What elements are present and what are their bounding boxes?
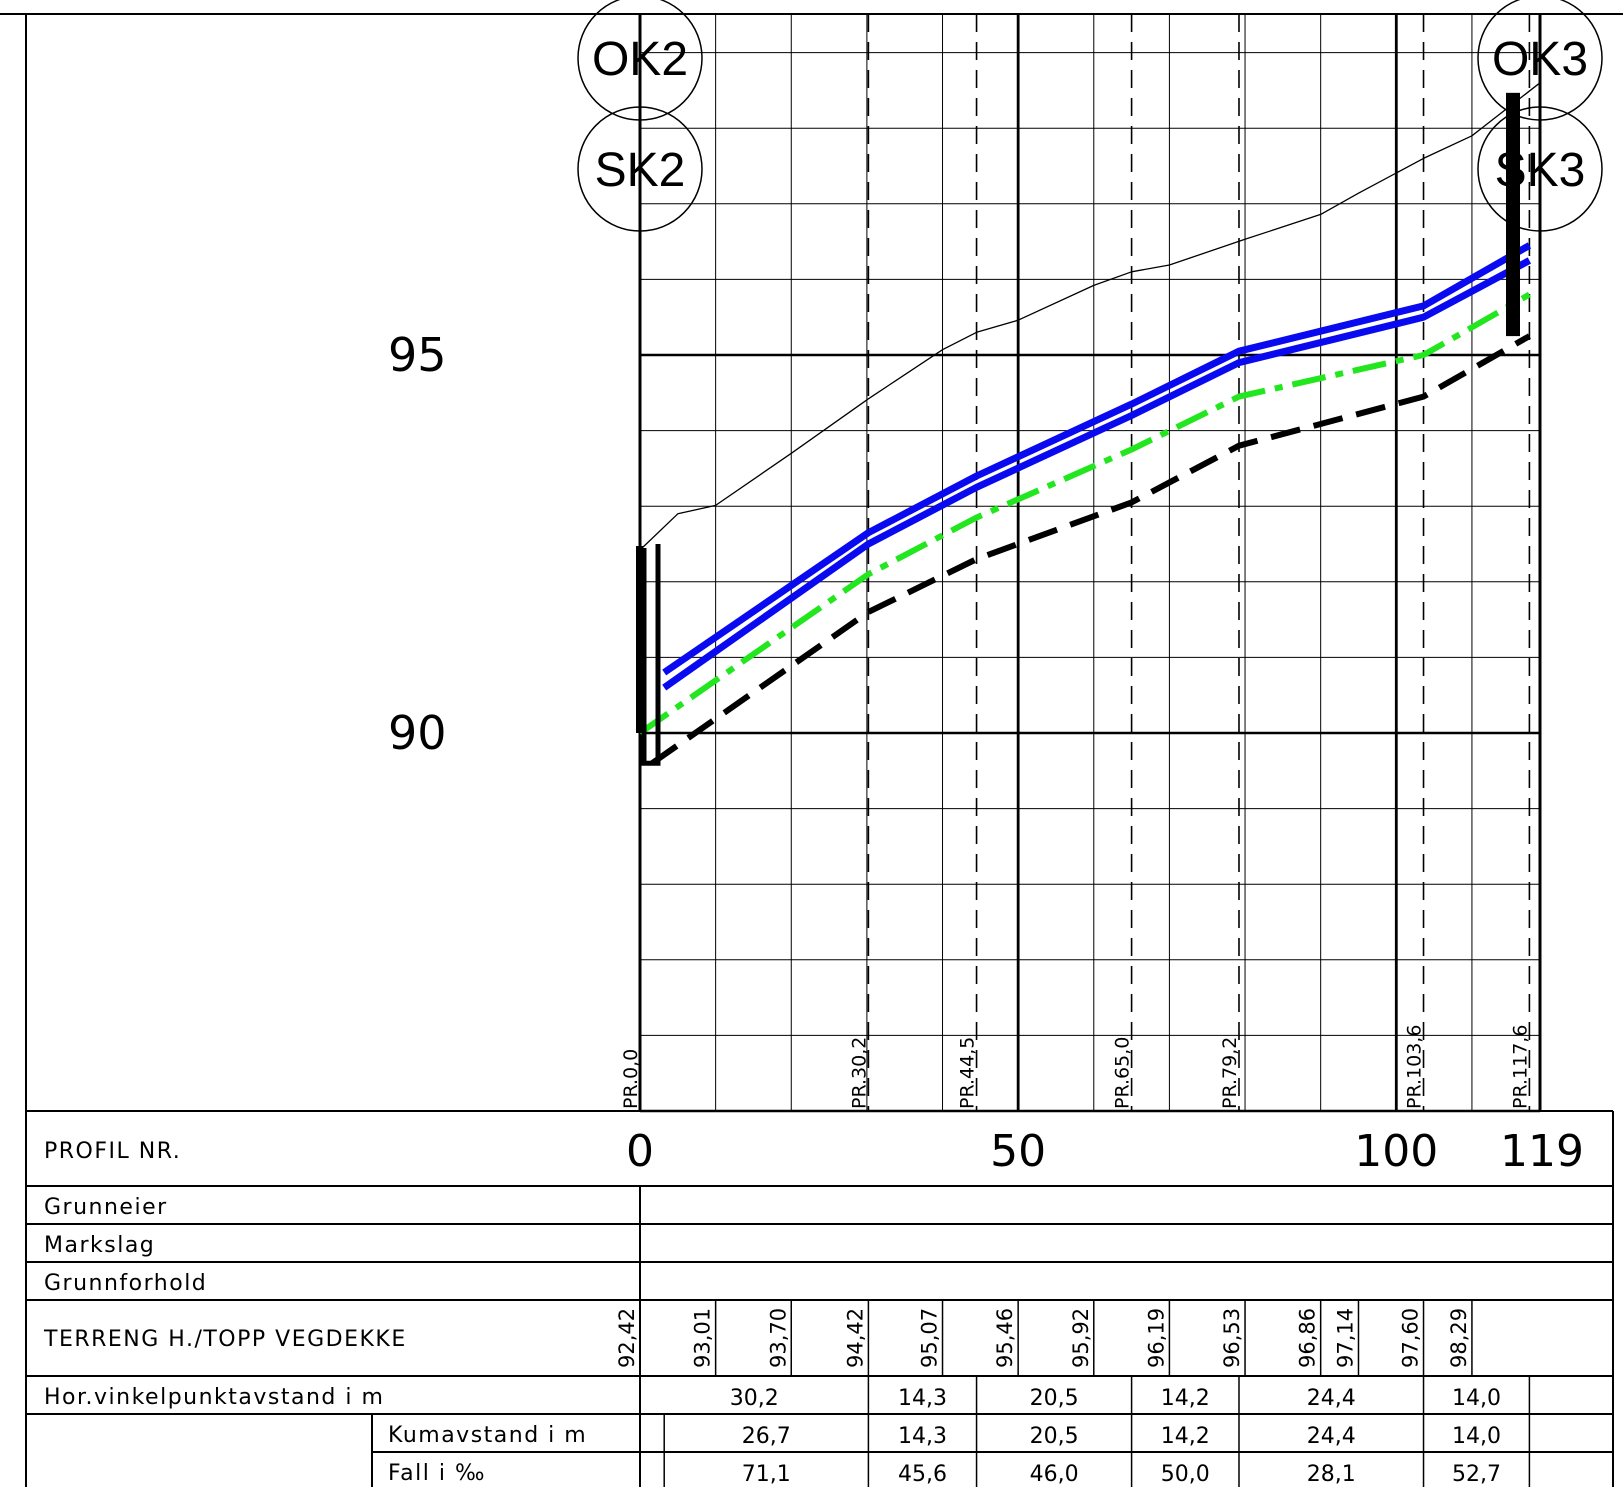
x-tick-label: 119	[1500, 1126, 1584, 1177]
hor-value: 14,2	[1161, 1386, 1210, 1411]
terrain-value: 96,19	[1144, 1308, 1168, 1368]
series-blue-solid	[662, 242, 1532, 676]
manhole-circle	[1477, 106, 1603, 232]
kum-value: 24,4	[1307, 1424, 1356, 1449]
terrain-value: 97,60	[1399, 1308, 1423, 1368]
series-blue-solid	[662, 257, 1532, 691]
fall-label: Fall i ‰	[388, 1461, 486, 1486]
terrain-value: 93,01	[691, 1308, 715, 1368]
x-tick-label: 100	[1354, 1126, 1438, 1177]
fall-value: 71,1	[742, 1462, 791, 1487]
table-row-label: Markslag	[44, 1233, 155, 1258]
manhole-well-start	[641, 544, 661, 766]
manhole-label: OK2	[592, 33, 688, 86]
terrain-value: 95,92	[1069, 1308, 1093, 1368]
x-tick-label: 50	[990, 1126, 1046, 1177]
terrain-value: 92,42	[615, 1308, 639, 1368]
kum-label: Kumavstand i m	[388, 1423, 587, 1448]
manhole-bar-start	[636, 546, 643, 733]
terrain-value: 94,42	[843, 1308, 867, 1368]
hor-value: 20,5	[1030, 1386, 1079, 1411]
kum-value: 14,3	[898, 1424, 947, 1449]
hor-value: 14,3	[898, 1386, 947, 1411]
kum-value: 20,5	[1030, 1424, 1079, 1449]
manhole-circle	[1477, 0, 1603, 121]
manhole-label: SK2	[595, 144, 686, 197]
station-label: PR.79,2	[1219, 1037, 1241, 1109]
station-label: PR.30,2	[848, 1037, 870, 1109]
manhole-label: OK3	[1492, 33, 1588, 86]
drawing-frame	[0, 13, 1623, 1487]
series-layer	[636, 82, 1541, 766]
marks-layer: PR.0,0 PR.30,2 PR.44,5 PR.65,0 PR.79,2 PR.103…	[388, 0, 1603, 1177]
terrain-value: 97,14	[1333, 1308, 1357, 1368]
terrain-value: 96,53	[1220, 1308, 1244, 1368]
terrain-value: 95,07	[918, 1308, 942, 1368]
fall-value: 52,7	[1452, 1462, 1501, 1487]
series-green-dashdot	[638, 291, 1531, 736]
fall-value: 45,6	[898, 1462, 947, 1487]
table-row-label: Grunnforhold	[44, 1271, 207, 1296]
series-black-dashed	[650, 333, 1531, 766]
hor-value: 14,0	[1452, 1386, 1501, 1411]
station-label: PR.0,0	[620, 1049, 642, 1109]
profile-nr-label: PROFIL NR.	[44, 1139, 181, 1164]
terrain-label: TERRENG H./TOPP VEGDEKKE	[43, 1327, 407, 1352]
hor-value: 24,4	[1307, 1386, 1356, 1411]
manhole-label: SK3	[1495, 144, 1586, 197]
hor-label: Hor.vinkelpunktavstand i m	[44, 1385, 384, 1410]
table-row-label: Grunneier	[44, 1195, 168, 1220]
terrain-value: 93,70	[766, 1308, 790, 1368]
station-label: PR.103,6	[1404, 1025, 1426, 1109]
fall-value: 28,1	[1307, 1462, 1356, 1487]
terrain-value: 95,46	[993, 1308, 1017, 1368]
x-tick-label: 0	[626, 1126, 654, 1177]
kum-value: 14,2	[1161, 1424, 1210, 1449]
kum-value: 14,0	[1452, 1424, 1501, 1449]
y-tick-label: 95	[388, 328, 447, 382]
grid	[638, 14, 1542, 1113]
y-tick-label: 90	[388, 706, 447, 760]
station-label: PR.65,0	[1112, 1037, 1134, 1109]
hor-value: 30,2	[730, 1386, 779, 1411]
station-label: PR.117,6	[1509, 1025, 1531, 1109]
manhole-bar-end	[1505, 92, 1520, 337]
manhole-circle	[577, 0, 703, 121]
fall-value: 50,0	[1161, 1462, 1210, 1487]
series-thin-black	[639, 82, 1541, 551]
station-label: PR.44,5	[957, 1037, 979, 1109]
terrain-value: 96,86	[1296, 1308, 1320, 1368]
kum-value: 26,7	[742, 1424, 791, 1449]
fall-value: 46,0	[1030, 1462, 1079, 1487]
manhole-circle	[577, 106, 703, 232]
table-layer: PROFIL NR. Grunneier Markslag Grunnforhold T…	[43, 1139, 1531, 1487]
terrain-value: 98,29	[1447, 1308, 1471, 1368]
